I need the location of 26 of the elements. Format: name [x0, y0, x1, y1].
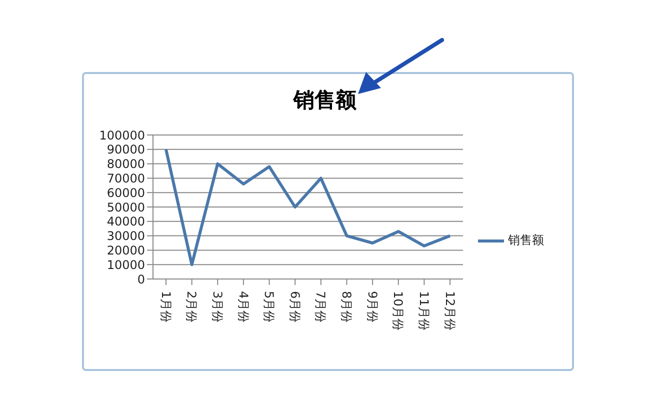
line-series	[164, 148, 452, 266]
y-tick-label: 80000	[106, 157, 145, 172]
y-tick-label: 100000	[99, 128, 145, 142]
x-tick-label: 10月份	[391, 291, 406, 330]
x-tick-label: 3月份	[210, 291, 224, 323]
chart-title: 销售额	[294, 87, 356, 112]
x-tick-label: 9月份	[365, 291, 380, 323]
x-tick-label: 1月份	[158, 291, 173, 323]
x-tick-label: 4月份	[236, 291, 250, 323]
legend-label: 销售额	[508, 232, 544, 249]
x-tick-label: 12月份	[442, 291, 457, 330]
x-tick-label: 11月份	[416, 291, 431, 330]
x-tick-label: 7月份	[314, 291, 328, 323]
x-tick-label: 5月份	[262, 291, 276, 323]
y-tick-label: 60000	[106, 186, 145, 200]
y-tick-label: 30000	[106, 229, 145, 244]
y-tick-label: 90000	[106, 142, 145, 157]
x-tick-label: 6月份	[288, 291, 302, 323]
y-tick-label: 70000	[106, 171, 145, 186]
y-tick-label: 50000	[106, 200, 145, 214]
y-tick-label: 0	[137, 272, 145, 286]
y-tick-label: 10000	[106, 258, 145, 272]
x-tick-label: 8月份	[340, 291, 354, 323]
x-tick-label: 2月份	[184, 291, 199, 323]
y-tick-label: 40000	[106, 214, 145, 229]
y-tick-label: 20000	[106, 243, 145, 258]
